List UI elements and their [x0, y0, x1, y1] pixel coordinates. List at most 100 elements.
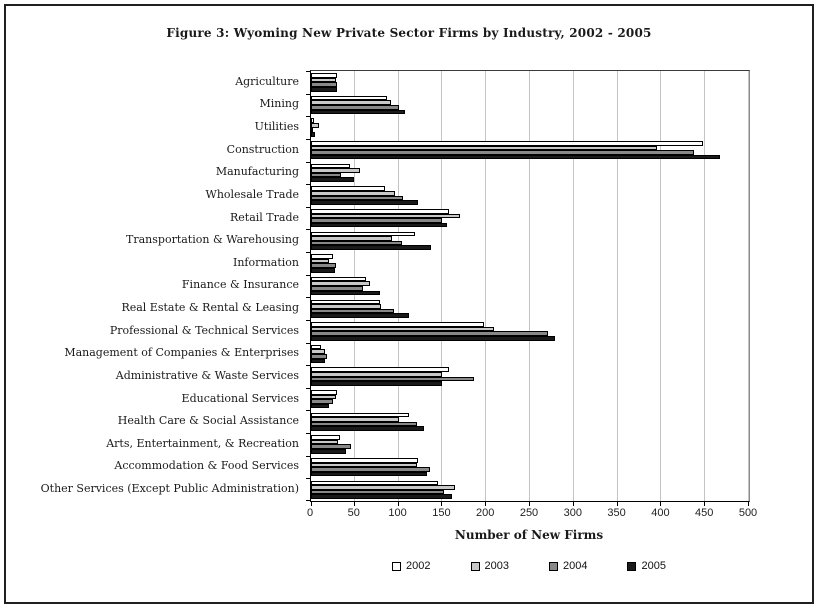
bar-2004: [311, 353, 327, 359]
bar-2005: [311, 245, 431, 250]
bar-2005: [311, 358, 326, 364]
category-label: Retail Trade: [229, 210, 299, 224]
x-tick-label: 50: [347, 507, 360, 519]
x-axis-tick-300: [572, 501, 574, 506]
bar-2002: [311, 435, 340, 440]
bar-2005: [311, 313, 410, 318]
gridline-300: [572, 71, 574, 501]
bar-2002: [311, 208, 450, 214]
bar-2004: [311, 399, 333, 404]
bar-2003: [311, 190, 396, 196]
bar-2003: [311, 100, 391, 105]
bar-2004: [311, 172, 341, 178]
x-axis-tick-400: [660, 501, 662, 506]
x-axis-tick-150: [441, 501, 443, 506]
bar-2004: [311, 150, 694, 155]
bar-group-12: [311, 320, 749, 343]
x-axis-tick-0: [311, 501, 312, 506]
bar-2003: [311, 371, 443, 377]
category-label: Accommodation & Food Services: [114, 459, 299, 473]
bar-group-6: [311, 184, 749, 207]
chart-title: Figure 3: Wyoming New Private Sector Fir…: [166, 26, 652, 40]
bar-2002: [311, 367, 449, 372]
bar-2004: [311, 82, 338, 87]
bar-2004: [311, 444, 352, 450]
y-axis-tick: [306, 297, 311, 298]
bar-2003: [311, 145, 658, 151]
bar-2003: [311, 304, 382, 309]
bar-2005: [311, 426, 424, 432]
bar-group-5: [311, 162, 749, 185]
y-axis-tick: [306, 456, 311, 457]
bar-2003: [311, 77, 336, 83]
bar-2002: [311, 73, 338, 78]
plot-area: [306, 70, 750, 506]
bar-2002: [311, 322, 484, 327]
category-label: Other Services (Except Public Administra…: [40, 482, 299, 496]
bar-2005: [311, 268, 335, 273]
bar-2005: [311, 109, 405, 115]
category-label: Agriculture: [235, 74, 299, 88]
x-axis-tick-100: [397, 501, 399, 506]
bar-group-8: [311, 229, 749, 252]
gridline-150: [441, 71, 443, 501]
x-tick-label: 250: [519, 507, 539, 519]
bar-2005: [311, 154, 721, 160]
legend-item-2003: 2003: [470, 560, 509, 572]
bar-2003: [311, 213, 460, 219]
bar-group-10: [311, 275, 749, 298]
bar-2003: [311, 349, 326, 354]
y-axis-tick: [306, 71, 311, 72]
y-axis-tick: [306, 410, 311, 411]
bar-2003: [311, 258, 330, 264]
x-axis-tick-250: [529, 501, 530, 506]
bar-2005: [311, 403, 330, 409]
legend-swatch-2005: [627, 561, 637, 571]
gridline-350: [616, 71, 618, 501]
bar-2002: [311, 390, 338, 395]
bar-group-18: [311, 456, 749, 479]
x-axis-tick-200: [485, 501, 487, 506]
bar-2002: [311, 95, 388, 101]
y-axis-tick: [306, 207, 311, 208]
category-label: Transportation & Warehousing: [126, 233, 299, 247]
bar-2005: [311, 222, 447, 228]
y-axis-tick: [306, 365, 311, 366]
legend-label: 2003: [484, 560, 509, 572]
legend-item-2002: 2002: [392, 560, 431, 572]
bar-2002: [311, 480, 439, 486]
bar-2005: [311, 86, 338, 92]
bar-group-16: [311, 410, 749, 433]
bar-2003: [311, 236, 392, 241]
bar-group-4: [311, 139, 749, 162]
bar-2003: [311, 462, 417, 468]
bar-2003: [311, 281, 370, 287]
category-label: Real Estate & Rental & Leasing: [121, 301, 299, 315]
bar-2004: [311, 218, 443, 223]
category-label: Administrative & Waste Services: [115, 368, 299, 382]
bar-2004: [311, 489, 445, 495]
bar-2005: [311, 381, 443, 386]
bar-2004: [311, 263, 336, 269]
bar-2002: [311, 276, 367, 282]
legend-swatch-2003: [470, 561, 480, 571]
bar-2002: [311, 163, 351, 169]
category-label: Mining: [259, 97, 299, 111]
bar-2002: [311, 231, 416, 237]
bar-group-15: [311, 388, 749, 411]
bar-2002: [311, 254, 333, 259]
legend-swatch-2002: [392, 561, 402, 571]
y-axis-tick: [306, 184, 311, 185]
legend-item-2005: 2005: [627, 560, 666, 572]
bar-2004: [311, 240, 403, 246]
bar-group-11: [311, 297, 749, 320]
bar-2002: [311, 299, 381, 305]
x-tick-label: 350: [607, 507, 626, 519]
bar-2005: [311, 494, 453, 499]
bar-2002: [311, 457, 418, 463]
legend-swatch-2004: [549, 561, 558, 571]
y-axis-tick: [306, 433, 311, 434]
category-axis: Agriculture Mining Utilities Construction Ma…: [6, 70, 304, 500]
bar-2005: [311, 132, 315, 137]
